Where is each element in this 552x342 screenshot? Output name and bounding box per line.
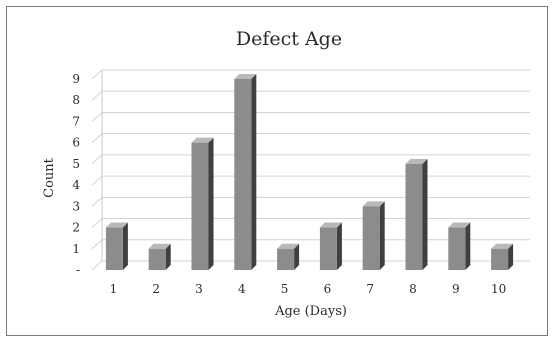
bar-top xyxy=(405,158,428,164)
gridline-depth xyxy=(91,175,103,186)
y-tick-label: - xyxy=(76,263,80,277)
bar-side xyxy=(508,243,514,270)
bar-2 xyxy=(148,243,171,270)
bar xyxy=(448,227,466,270)
bar-6 xyxy=(319,222,342,270)
bar xyxy=(105,227,123,270)
x-tick-label: 2 xyxy=(152,282,160,296)
bar xyxy=(319,227,337,270)
bar-side xyxy=(294,243,300,270)
chart-frame xyxy=(6,6,548,336)
x-tick-label: 9 xyxy=(452,282,460,296)
bar-3 xyxy=(191,137,214,270)
bar xyxy=(491,248,509,270)
bar-side xyxy=(122,222,128,270)
x-tick-label: 1 xyxy=(110,282,118,296)
bar-top xyxy=(105,222,128,228)
x-tick-label: 3 xyxy=(195,282,203,296)
y-tick-label: 3 xyxy=(72,199,80,213)
y-tick-label: 5 xyxy=(72,157,80,171)
bar-1 xyxy=(105,222,128,270)
y-tick-label: 8 xyxy=(72,93,80,107)
bar-top xyxy=(191,137,214,143)
x-tick-label: 7 xyxy=(366,282,374,296)
bar-5 xyxy=(277,243,300,270)
bar-side xyxy=(165,243,171,270)
gridline-depth xyxy=(91,260,103,271)
bar xyxy=(405,163,423,270)
gridline-depth xyxy=(91,196,103,207)
gridline-depth xyxy=(91,69,103,80)
y-tick-label: 1 xyxy=(72,242,80,256)
y-axis-ticks: - 1 2 3 4 5 6 7 8 9 xyxy=(72,72,80,277)
y-axis-title: Count xyxy=(42,157,57,198)
bar xyxy=(362,206,380,270)
gridline-depth xyxy=(91,154,103,165)
y-tick-label: 7 xyxy=(72,114,80,128)
bar-top xyxy=(319,222,342,228)
x-tick-label: 10 xyxy=(491,282,506,296)
bar-top xyxy=(234,74,257,79)
gridline-depth xyxy=(91,90,103,101)
bar-8 xyxy=(405,158,428,270)
bar xyxy=(234,79,252,270)
bar xyxy=(191,142,209,270)
chart-title: Defect Age xyxy=(236,28,342,50)
bar-top xyxy=(148,243,171,249)
y-tick-label: 4 xyxy=(72,178,80,192)
y-tick-label: 9 xyxy=(72,72,80,86)
bars xyxy=(105,74,514,270)
gridline-depth xyxy=(91,239,103,250)
gridline-depth xyxy=(91,112,103,122)
x-tick-label: 6 xyxy=(324,282,332,296)
bar-side xyxy=(422,158,428,270)
x-tick-label: 4 xyxy=(238,282,246,296)
bar-side xyxy=(251,74,257,270)
x-tick-label: 5 xyxy=(281,282,289,296)
y-tick-label: 6 xyxy=(72,136,80,150)
gridline-depth xyxy=(91,133,103,144)
x-axis-ticks: 1 2 3 4 5 6 7 8 9 10 xyxy=(110,282,507,296)
bar-9 xyxy=(448,222,471,270)
gridlines xyxy=(91,69,530,271)
bar-top xyxy=(277,243,300,249)
y-tick-label: 2 xyxy=(72,221,80,235)
x-tick-label: 8 xyxy=(409,282,417,296)
bar-top xyxy=(491,243,514,249)
bar-side xyxy=(336,222,342,270)
gridline-depth xyxy=(91,218,103,228)
bar-side xyxy=(208,137,214,270)
bar-top xyxy=(362,201,385,207)
bar-side xyxy=(379,201,385,270)
bar xyxy=(148,248,166,270)
bar-4 xyxy=(234,74,257,270)
bar-7 xyxy=(362,201,385,270)
bar-10 xyxy=(491,243,514,270)
bar xyxy=(277,248,295,270)
bar-top xyxy=(448,222,471,228)
bar-side xyxy=(465,222,471,270)
x-axis-title: Age (Days) xyxy=(274,304,347,319)
